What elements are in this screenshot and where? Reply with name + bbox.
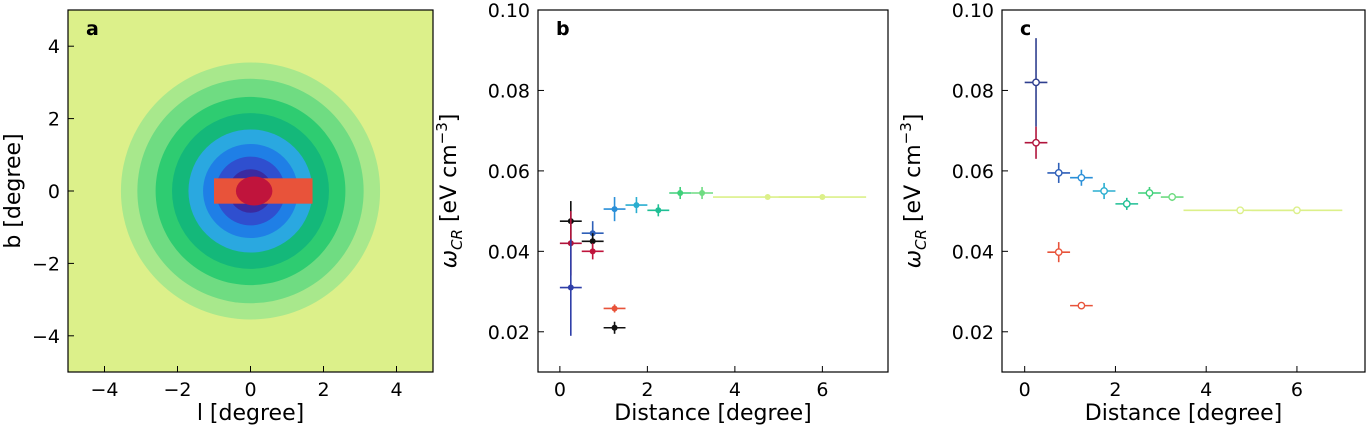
x-tick-label: 4 [1200, 379, 1212, 401]
x-tick-label: 6 [1291, 379, 1303, 401]
x-tick-label: 0 [1019, 379, 1031, 401]
x-tick-label: −2 [163, 379, 191, 401]
x-tick-label: −4 [90, 379, 118, 401]
plot-frame [537, 9, 889, 373]
x-tick-label: 2 [1109, 379, 1121, 401]
data-point [677, 190, 684, 197]
data-point [1145, 189, 1154, 197]
x-axis-label: Distance [degree] [1085, 401, 1282, 426]
y-tick-label: 0.04 [488, 241, 530, 263]
data-point [1293, 206, 1301, 215]
data-point [1236, 206, 1245, 215]
data-point [1077, 173, 1086, 182]
x-tick-label: 2 [317, 379, 329, 401]
data-point [589, 248, 596, 255]
data-point [611, 324, 618, 331]
data-point [1054, 168, 1063, 177]
panel-c: 0 2 4 6 0.02 0.04 0.06 0.08 0.10 Distance [degree… [897, 0, 1366, 426]
data-point [1077, 301, 1086, 310]
data-point [699, 190, 706, 197]
y-tick-label: −4 [32, 326, 60, 348]
panel-letter: b [556, 18, 570, 40]
y-tick-label: 0.02 [952, 322, 994, 344]
data-point [567, 284, 574, 291]
data-point [764, 194, 771, 201]
panel-letter: a [86, 18, 99, 40]
y-tick-label: 0.08 [488, 80, 530, 102]
panel-a: −4 −2 0 2 4 −4 −2 0 2 4 l [degree] b [degree] a [1, 9, 434, 426]
plot-frame [1001, 9, 1366, 373]
y-tick-label: 2 [48, 109, 60, 131]
x-tick-label: 4 [729, 379, 741, 401]
data-point [589, 238, 596, 245]
panel-letter: c [1020, 18, 1031, 40]
y-axis-label: ωCR [eV cm−3] [897, 114, 930, 269]
y-tick-label: 0.10 [952, 0, 994, 22]
data-point [1032, 138, 1040, 147]
x-tick-label: 0 [554, 379, 566, 401]
y-tick-label: 0 [48, 181, 60, 203]
y-tick-label: 0.08 [952, 80, 994, 102]
x-axis-label: Distance [degree] [614, 401, 811, 426]
x-axis-label: l [degree] [197, 401, 304, 426]
x-tick-label: 0 [244, 379, 256, 401]
data-point [611, 206, 618, 213]
data-point [1100, 187, 1108, 195]
y-tick-label: 0.06 [952, 161, 994, 183]
y-tick-label: −2 [32, 253, 60, 275]
data-point [1122, 199, 1131, 208]
y-tick-label: 4 [48, 36, 60, 58]
y-tick-label: 0.02 [488, 322, 530, 344]
data-point [1054, 248, 1063, 257]
y-tick-label: 0.06 [488, 161, 530, 183]
data-point [633, 202, 640, 209]
x-tick-label: 4 [390, 379, 402, 401]
data-point [655, 207, 662, 214]
x-tick-label: 2 [641, 379, 653, 401]
x-tick-label: 6 [816, 379, 828, 401]
y-tick-label: 0.10 [488, 0, 530, 22]
data-point [819, 194, 826, 201]
panel-b: 0 2 4 6 0.02 0.04 0.06 0.08 0.10 Distance [degree… [433, 0, 889, 426]
data-point [611, 305, 618, 312]
data-point [1168, 193, 1177, 201]
central-feature-core [235, 176, 273, 206]
y-axis-label: ωCR [eV cm−3] [433, 114, 466, 269]
y-axis-label: b [degree] [1, 133, 26, 248]
y-tick-label: 0.04 [952, 241, 994, 263]
data-point [1032, 78, 1040, 87]
